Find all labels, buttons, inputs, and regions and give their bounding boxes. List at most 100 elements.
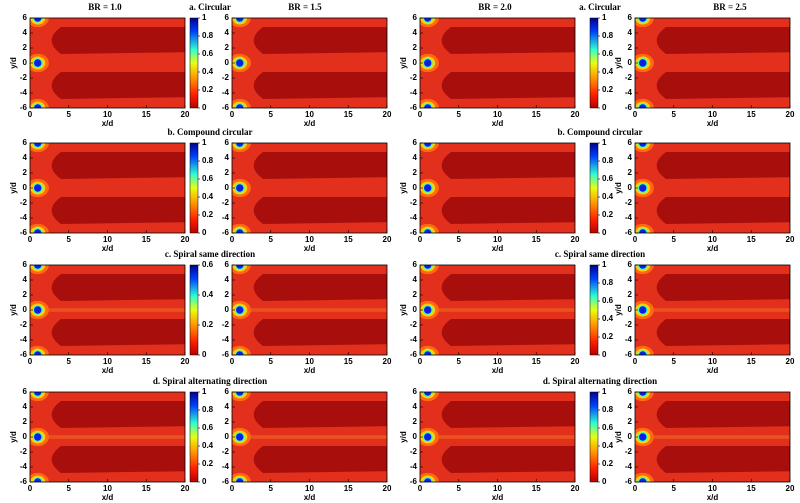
y-tick-label: 2 [23,290,28,299]
x-tick-label: 0 [633,484,638,493]
contour-field [420,265,575,355]
low-region [441,27,575,54]
y-tick-label: 2 [225,168,230,177]
y-tick-label: -6 [20,228,28,237]
colorbar-tick-label: 0.4 [202,290,214,299]
br-label: BR = 2.5 [713,2,747,12]
y-tick-label: 4 [413,28,418,37]
x-tick-label: 20 [571,484,580,493]
streak [239,308,387,312]
colorbar-tick-label: 0 [602,350,607,359]
y-tick-label: -2 [222,198,230,207]
heatmap-panel: 0 5 10 15 20 -6 -4 -2 0 2 4 6 x/d y/d 0 0.2 0.4 0.6 0.8 1 [399,138,614,253]
x-tick-label: 15 [344,235,353,244]
hole-ring [424,59,432,67]
y-tick-label: -4 [20,88,28,97]
hole-ring [34,478,42,482]
y-tick-label: 4 [413,153,418,162]
x-tick-label: 5 [672,235,677,244]
y-tick-label: -2 [222,320,230,329]
panel-title: c. Spiral same direction [165,249,255,259]
low-region [253,446,387,473]
x-tick-label: 10 [493,235,502,244]
y-tick-label: -4 [625,213,633,222]
colorbar-tick-label: 0.6 [602,423,614,432]
x-tick-label: 15 [532,357,541,366]
y-tick-label: -4 [625,462,633,471]
colorbar-tick-label: 0.6 [202,260,214,269]
hole-ring [236,143,244,147]
contour-field [30,392,185,482]
y-tick-label: -6 [20,350,28,359]
hole-ring [639,265,647,269]
x-tick-label: 15 [532,110,541,119]
contour-field [635,18,790,108]
y-tick-label: 2 [23,417,28,426]
x-tick-label: 15 [344,484,353,493]
y-tick-label: -2 [625,447,633,456]
x-tick-label: 5 [457,235,462,244]
y-tick-label: 6 [23,387,28,396]
x-tick-label: 15 [142,235,151,244]
colorbar-tick-label: 0.4 [202,192,214,201]
y-tick-label: 0 [23,58,28,67]
x-tick-label: 15 [344,357,353,366]
colorbar [589,142,599,234]
panel-title: c. Spiral same direction [555,249,645,259]
y-tick-label: 4 [225,28,230,37]
hole-ring [236,104,244,108]
hole-ring [424,104,432,108]
heatmap-panel: 0 5 10 15 20 -6 -4 -2 0 2 4 6 x/d y/d [614,138,795,253]
x-tick-label: 10 [708,235,717,244]
x-tick-label: 15 [344,110,353,119]
x-tick-label: 10 [708,357,717,366]
y-tick-label: -4 [410,88,418,97]
x-tick-label: 5 [67,235,72,244]
contour-field [635,265,790,355]
y-tick-label: -6 [222,228,230,237]
y-tick-label: 0 [225,305,230,314]
x-tick-label: 5 [67,110,72,119]
y-axis-label: y/d [399,304,408,316]
y-tick-label: 2 [628,417,633,426]
x-tick-label: 0 [230,235,235,244]
colorbar-tick-label: 1 [202,387,207,396]
br-label: BR = 1.0 [88,2,122,12]
y-axis-label: y/d [614,57,623,69]
low-region [441,274,575,301]
low-region [656,446,790,473]
y-tick-label: -4 [625,335,633,344]
hole-ring [424,392,432,396]
x-axis-label: x/d [492,366,504,375]
contour-field [420,18,575,108]
hole-ring [236,433,244,441]
hole-ring [639,392,647,396]
x-tick-label: 10 [708,484,717,493]
colorbar-tick-label: 0.2 [602,332,614,341]
x-tick-label: 15 [142,484,151,493]
colorbar-tick-label: 0.8 [602,156,614,165]
panel-title: d. Spiral alternating direction [543,376,657,386]
br-label: BR = 1.5 [288,2,322,12]
hole-ring [639,433,647,441]
y-tick-label: 0 [23,432,28,441]
y-tick-label: 6 [413,13,418,22]
x-tick-label: 20 [181,235,190,244]
low-region [253,27,387,54]
y-tick-label: 4 [225,153,230,162]
y-axis-label: y/d [399,431,408,443]
x-tick-label: 5 [672,110,677,119]
y-tick-label: -6 [410,103,418,112]
y-tick-label: 2 [23,168,28,177]
y-tick-label: 4 [628,402,633,411]
low-region [441,446,575,473]
x-tick-label: 20 [181,484,190,493]
x-tick-label: 5 [457,357,462,366]
x-tick-label: 10 [708,110,717,119]
contour-field [30,18,185,108]
x-tick-label: 0 [230,357,235,366]
y-tick-label: 4 [225,402,230,411]
contour-field [420,143,575,233]
y-tick-label: 6 [225,387,230,396]
x-tick-label: 20 [786,110,795,119]
